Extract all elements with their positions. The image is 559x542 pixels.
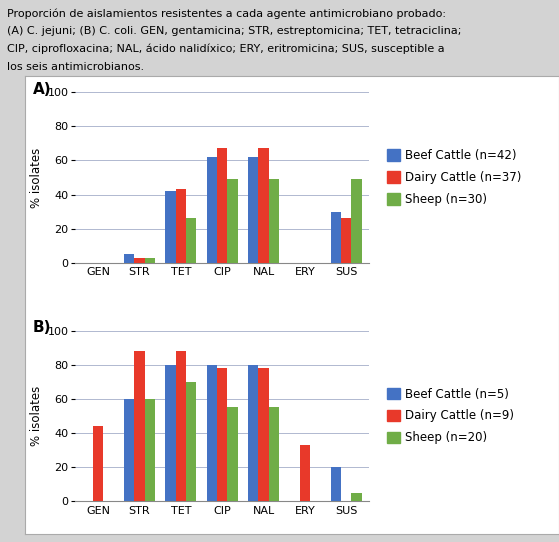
Bar — [248, 157, 258, 263]
Text: Proporción de aislamientos resistentes a cada agente antimicrobiano probado:: Proporción de aislamientos resistentes a… — [7, 8, 446, 18]
Bar — [228, 179, 238, 263]
Bar — [217, 149, 228, 263]
Bar — [124, 254, 134, 263]
Bar — [186, 382, 196, 501]
Text: B): B) — [33, 320, 51, 335]
Y-axis label: % isolates: % isolates — [30, 147, 44, 208]
Bar — [165, 191, 176, 263]
Bar — [331, 212, 341, 263]
Bar — [217, 368, 228, 501]
Bar — [93, 426, 103, 501]
Legend: Beef Cattle (n=42), Dairy Cattle (n=37), Sheep (n=30): Beef Cattle (n=42), Dairy Cattle (n=37),… — [387, 149, 522, 206]
Bar — [165, 365, 176, 501]
Bar — [300, 445, 310, 501]
Bar — [145, 399, 155, 501]
Text: A): A) — [33, 82, 51, 97]
Bar — [248, 365, 258, 501]
Bar — [207, 157, 217, 263]
Bar — [134, 258, 145, 263]
Bar — [176, 351, 186, 501]
Y-axis label: % isolates: % isolates — [30, 386, 44, 446]
Bar — [207, 365, 217, 501]
Bar — [352, 179, 362, 263]
Bar — [176, 190, 186, 263]
Bar — [124, 399, 134, 501]
Bar — [258, 149, 269, 263]
Text: (A) C. jejuni; (B) C. coli. GEN, gentamicina; STR, estreptomicina; TET, tetracic: (A) C. jejuni; (B) C. coli. GEN, gentami… — [7, 26, 461, 36]
Bar — [269, 179, 279, 263]
Bar — [331, 467, 341, 501]
Text: los seis antimicrobianos.: los seis antimicrobianos. — [7, 62, 144, 72]
Bar — [269, 408, 279, 501]
Bar — [352, 493, 362, 501]
Bar — [186, 218, 196, 263]
Bar — [341, 218, 352, 263]
Bar — [134, 351, 145, 501]
Legend: Beef Cattle (n=5), Dairy Cattle (n=9), Sheep (n=20): Beef Cattle (n=5), Dairy Cattle (n=9), S… — [387, 388, 514, 444]
Bar — [228, 408, 238, 501]
Text: CIP, ciprofloxacina; NAL, ácido nalidíxico; ERY, eritromicina; SUS, susceptible : CIP, ciprofloxacina; NAL, ácido nalidíxi… — [7, 44, 444, 54]
Bar — [145, 258, 155, 263]
Bar — [258, 368, 269, 501]
